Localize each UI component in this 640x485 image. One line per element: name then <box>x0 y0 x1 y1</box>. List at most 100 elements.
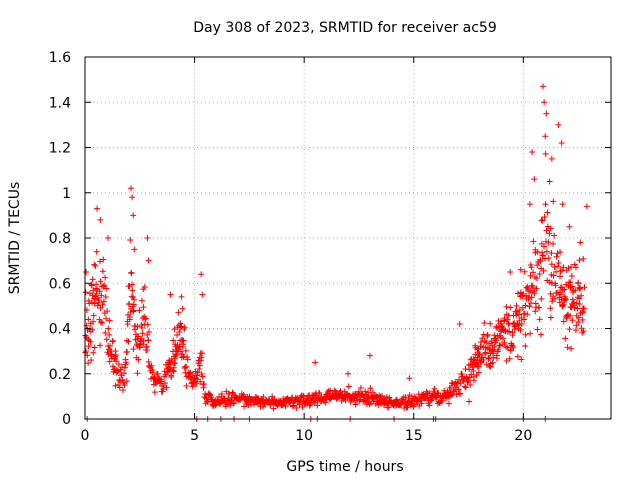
data-point <box>196 365 203 372</box>
data-point <box>551 232 558 239</box>
data-point <box>447 384 454 391</box>
data-point <box>201 380 208 387</box>
data-point <box>357 385 364 392</box>
data-point <box>162 371 169 378</box>
data-point <box>470 356 477 363</box>
data-point <box>533 285 540 292</box>
data-point <box>536 304 543 311</box>
data-point <box>560 301 567 308</box>
data-point <box>518 315 525 322</box>
chart-title: Day 308 of 2023, SRMTID for receiver ac5… <box>193 20 497 36</box>
data-point <box>96 297 103 304</box>
data-point <box>85 360 92 367</box>
data-point <box>475 363 482 370</box>
data-point <box>548 261 555 268</box>
data-point <box>240 391 247 398</box>
data-point <box>528 294 535 301</box>
data-point <box>474 357 481 364</box>
data-point <box>99 301 106 308</box>
data-point <box>404 404 411 411</box>
data-point <box>115 361 122 368</box>
data-point <box>103 336 110 343</box>
data-point <box>562 335 569 342</box>
data-point <box>514 353 521 360</box>
y-tick-label: 1.6 <box>49 50 71 66</box>
data-point <box>345 370 351 377</box>
data-point <box>312 359 319 366</box>
data-point <box>88 282 95 289</box>
data-point <box>359 392 366 399</box>
y-tick-label: 0.4 <box>49 322 71 338</box>
data-point <box>97 342 104 349</box>
x-tick-label: 0 <box>81 428 90 444</box>
data-point <box>129 287 136 294</box>
data-point <box>103 315 110 322</box>
data-point <box>392 402 399 409</box>
data-point <box>182 347 189 354</box>
data-point <box>135 333 142 340</box>
data-point <box>566 223 573 230</box>
data-point <box>537 258 544 265</box>
data-point <box>128 270 135 277</box>
data-point <box>385 404 392 411</box>
data-point <box>106 317 113 324</box>
data-point <box>99 319 106 326</box>
data-point <box>86 300 93 307</box>
data-point <box>99 268 106 275</box>
data-point <box>140 341 147 348</box>
data-point <box>199 350 206 357</box>
data-point <box>129 194 136 201</box>
data-point <box>113 358 120 365</box>
data-point <box>519 293 526 300</box>
data-point <box>139 330 146 337</box>
data-point <box>516 307 523 314</box>
data-point <box>178 293 185 300</box>
data-point <box>530 238 537 245</box>
data-point <box>97 319 104 326</box>
data-point <box>405 395 412 402</box>
data-point <box>106 331 113 338</box>
data-point <box>362 388 369 395</box>
data-point <box>194 369 201 376</box>
data-point <box>198 271 205 278</box>
data-point <box>103 285 110 292</box>
data-point <box>466 374 473 381</box>
data-point <box>102 329 109 336</box>
data-point <box>457 390 464 397</box>
data-point <box>102 274 109 281</box>
data-point <box>94 205 101 212</box>
data-point <box>498 322 505 329</box>
data-point <box>489 359 496 366</box>
data-point <box>540 243 547 250</box>
data-point <box>552 282 559 289</box>
data-point <box>123 378 130 385</box>
data-point <box>149 367 156 374</box>
data-point <box>543 248 550 255</box>
data-point <box>553 253 560 260</box>
data-point <box>547 225 554 232</box>
data-point <box>466 366 473 373</box>
data-point <box>573 322 580 329</box>
data-point <box>128 293 135 300</box>
data-point <box>543 110 550 117</box>
data-point <box>491 344 498 351</box>
data-point <box>562 295 569 302</box>
data-point <box>100 298 107 305</box>
data-point <box>322 399 329 406</box>
data-point <box>408 398 415 405</box>
data-point <box>466 398 473 405</box>
data-point <box>138 297 145 304</box>
data-point <box>145 257 152 264</box>
data-point <box>518 356 525 363</box>
data-point <box>548 155 555 162</box>
data-point <box>501 315 508 322</box>
data-point <box>541 214 548 221</box>
data-point <box>539 217 546 224</box>
data-point <box>93 248 100 255</box>
data-point <box>106 342 113 349</box>
data-point <box>406 375 413 382</box>
data-point <box>532 308 539 315</box>
data-point <box>507 347 514 354</box>
